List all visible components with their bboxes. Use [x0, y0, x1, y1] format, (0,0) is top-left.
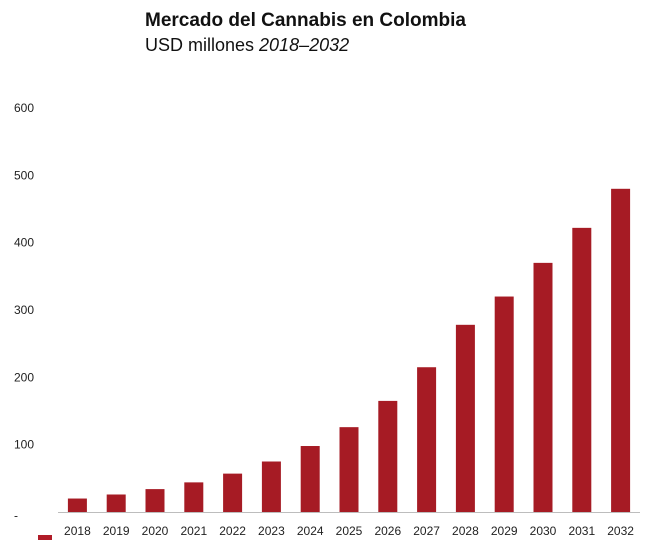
- chart-header: Mercado del Cannabis en Colombia USD mil…: [145, 10, 565, 56]
- y-tick-label: 300: [14, 303, 34, 317]
- bar-2024: [300, 446, 320, 512]
- x-tick-label: 2031: [568, 524, 595, 538]
- bar-2030: [533, 262, 553, 512]
- y-tick-label: -: [14, 508, 18, 522]
- bar-2025: [339, 427, 359, 512]
- y-tick-label: 100: [14, 438, 34, 452]
- x-tick-label: 2027: [413, 524, 440, 538]
- x-tick-label: 2026: [374, 524, 401, 538]
- x-tick-label: 2032: [607, 524, 634, 538]
- bar-2028: [455, 324, 475, 512]
- x-tick-label: 2030: [530, 524, 557, 538]
- x-tick-label: 2028: [452, 524, 479, 538]
- bar-2021: [184, 482, 204, 512]
- x-tick-label: 2019: [103, 524, 130, 538]
- chart-subtitle-unit: USD millones: [145, 35, 260, 55]
- chart-subtitle-range: 2018–2032: [259, 35, 350, 55]
- x-tick-label: 2018: [64, 524, 91, 538]
- bar-2018: [67, 498, 87, 512]
- bar-2019: [106, 494, 126, 512]
- bar-2031: [572, 227, 592, 512]
- chart-subtitle: USD millones 2018–2032: [145, 35, 565, 56]
- y-tick-label: 500: [14, 168, 34, 182]
- corner-arrow-mark: [38, 535, 52, 540]
- bar-2029: [494, 296, 514, 512]
- bar-2026: [378, 400, 398, 512]
- x-tick-label: 2029: [491, 524, 518, 538]
- x-tick-label: 2021: [180, 524, 207, 538]
- y-tick-label: 400: [14, 236, 34, 250]
- bar-2032: [611, 188, 631, 513]
- x-tick-label: 2024: [297, 524, 324, 538]
- bar-2020: [145, 489, 165, 512]
- bar-2027: [417, 367, 437, 512]
- x-tick-label: 2025: [336, 524, 363, 538]
- x-tick-label: 2022: [219, 524, 246, 538]
- chart-title: Mercado del Cannabis en Colombia: [145, 10, 466, 31]
- x-tick-label: 2023: [258, 524, 285, 538]
- x-tick-label: 2020: [142, 524, 169, 538]
- bar-2022: [223, 473, 243, 512]
- y-tick-label: 600: [14, 101, 34, 115]
- y-tick-label: 200: [14, 370, 34, 384]
- bar-2023: [261, 461, 281, 512]
